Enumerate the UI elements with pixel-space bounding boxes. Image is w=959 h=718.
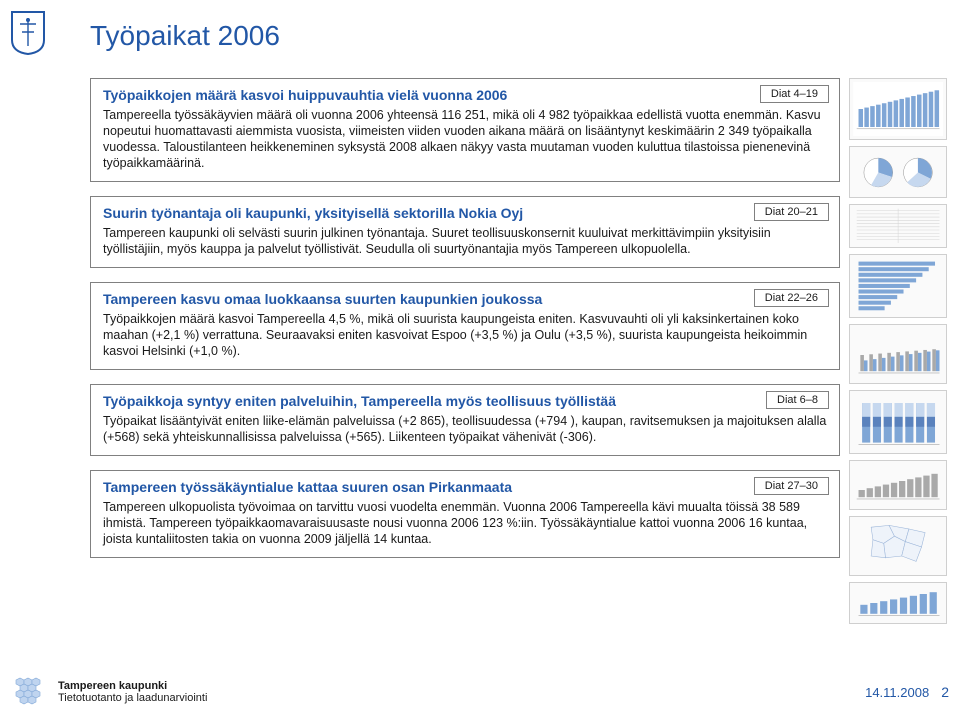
city-logo — [10, 10, 46, 56]
section-heading: Työpaikkojen määrä kasvoi huippuvauhtia … — [103, 87, 827, 103]
thumb-6 — [849, 390, 947, 454]
thumb-4 — [849, 254, 947, 318]
thumb-1 — [849, 78, 947, 140]
footer-text: Tampereen kaupunki Tietotuotanto ja laad… — [58, 680, 207, 704]
section-1: Diat 4–19 Työpaikkojen määrä kasvoi huip… — [90, 78, 840, 182]
section-body: Tampereella työssäkäyvien määrä oli vuon… — [103, 107, 827, 171]
footer-date: 14.11.2008 — [865, 685, 929, 700]
footer: Tampereen kaupunki Tietotuotanto ja laad… — [10, 674, 949, 710]
page-title: Työpaikat 2006 — [90, 20, 280, 52]
sections-container: Diat 4–19 Työpaikkojen määrä kasvoi huip… — [90, 78, 840, 572]
section-body: Tampereen kaupunki oli selvästi suurin j… — [103, 225, 827, 257]
thumb-9 — [849, 582, 947, 624]
section-body: Työpaikkojen määrä kasvoi Tampereella 4,… — [103, 311, 827, 359]
thumb-5 — [849, 324, 947, 384]
footer-left: Tampereen kaupunki Tietotuotanto ja laad… — [10, 674, 207, 711]
section-4: Diat 6–8 Työpaikkoja syntyy eniten palve… — [90, 384, 840, 456]
diat-badge: Diat 27–30 — [754, 477, 829, 495]
diat-badge: Diat 20–21 — [754, 203, 829, 221]
section-2: Diat 20–21 Suurin työnantaja oli kaupunk… — [90, 196, 840, 268]
thumb-3 — [849, 204, 947, 248]
footer-org: Tampereen kaupunki — [58, 680, 207, 692]
footer-page: 2 — [941, 684, 949, 700]
section-heading: Tampereen kasvu omaa luokkaansa suurten … — [103, 291, 827, 307]
diat-badge: Diat 6–8 — [766, 391, 829, 409]
section-body: Tampereen ulkopuolista työvoimaa on tarv… — [103, 499, 827, 547]
section-heading: Tampereen työssäkäyntialue kattaa suuren… — [103, 479, 827, 495]
section-3: Diat 22–26 Tampereen kasvu omaa luokkaan… — [90, 282, 840, 370]
section-heading: Suurin työnantaja oli kaupunki, yksityis… — [103, 205, 827, 221]
section-5: Diat 27–30 Tampereen työssäkäyntialue ka… — [90, 470, 840, 558]
thumb-7 — [849, 460, 947, 510]
slide: Työpaikat 2006 Diat 4–19 Työpaikkojen mä… — [0, 0, 959, 718]
footer-right: 14.11.2008 2 — [865, 684, 949, 700]
footer-dept: Tietotuotanto ja laadunarviointi — [58, 692, 207, 704]
diat-badge: Diat 4–19 — [760, 85, 829, 103]
diat-badge: Diat 22–26 — [754, 289, 829, 307]
thumb-2 — [849, 146, 947, 198]
thumb-8 — [849, 516, 947, 576]
footer-hex-icon — [10, 674, 50, 711]
thumbnail-column — [849, 78, 947, 630]
section-heading: Työpaikkoja syntyy eniten palveluihin, T… — [103, 393, 827, 409]
section-body: Työpaikat lisääntyivät eniten liike-eläm… — [103, 413, 827, 445]
